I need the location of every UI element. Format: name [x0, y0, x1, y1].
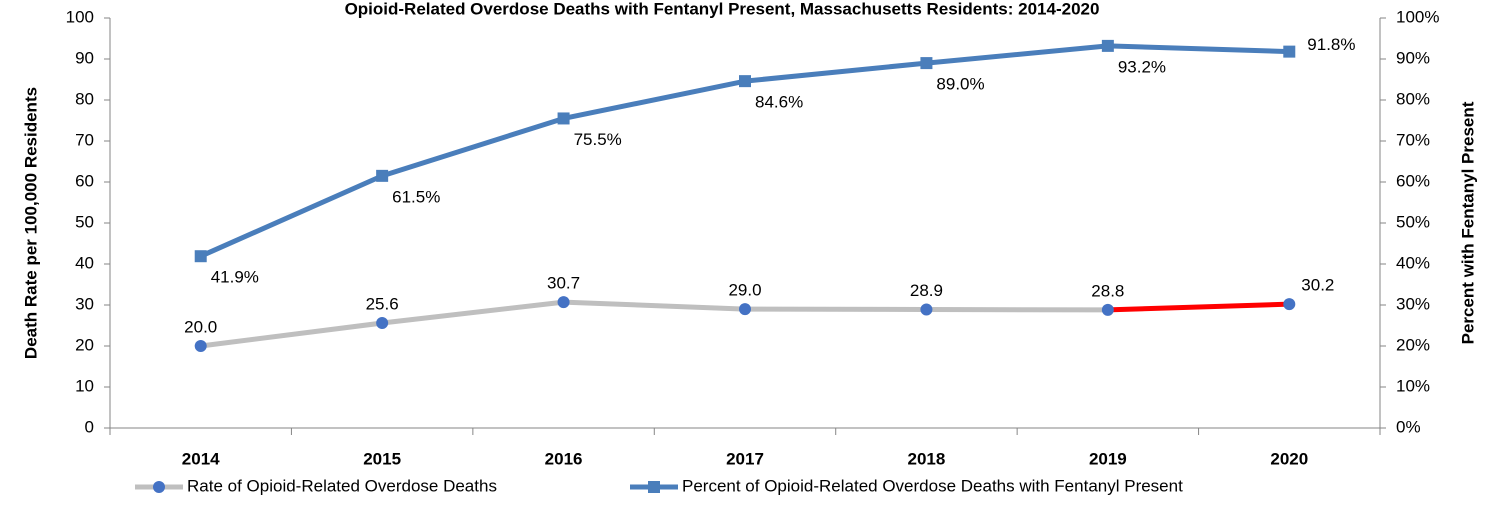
x-tick-label: 2020	[1270, 449, 1308, 468]
y-tick-label: 40	[75, 253, 94, 272]
data-label: 75.5%	[574, 130, 622, 149]
y-tick-label: 60	[75, 171, 94, 190]
point	[1101, 303, 1114, 316]
x-tick-label: 2019	[1089, 449, 1127, 468]
y2-tick-label: 20%	[1396, 335, 1430, 354]
x-tick-label: 2018	[908, 449, 946, 468]
y-tick-label: 100	[66, 7, 94, 26]
x-tick-label: 2017	[726, 449, 764, 468]
y-tick-label: 0	[85, 417, 94, 436]
y-tick-label: 90	[75, 48, 94, 67]
data-label: 28.9	[910, 281, 943, 300]
y-tick-label: 10	[75, 376, 94, 395]
y2-tick-label: 0%	[1396, 417, 1421, 436]
y2-tick-label: 100%	[1396, 7, 1439, 26]
legend-marker	[648, 481, 660, 493]
data-label: 89.0%	[936, 75, 984, 94]
data-label: 61.5%	[392, 187, 440, 206]
chart-title: Opioid-Related Overdose Deaths with Fent…	[345, 0, 1100, 18]
y2-tick-label: 30%	[1396, 294, 1430, 313]
point	[557, 296, 570, 309]
y2-axis-label: Percent with Fentanyl Present	[1458, 101, 1477, 344]
y2-tick-label: 60%	[1396, 171, 1430, 190]
x-tick-label: 2014	[182, 449, 220, 468]
y-tick-label: 80	[75, 89, 94, 108]
series-line	[200, 299, 1108, 349]
y2-tick-label: 10%	[1396, 376, 1430, 395]
data-label: 25.6	[366, 295, 399, 314]
legend-label: Percent of Opioid-Related Overdose Death…	[682, 476, 1183, 495]
legend-label: Rate of Opioid-Related Overdose Deaths	[187, 476, 497, 495]
point	[557, 112, 570, 125]
x-tick-label: 2016	[545, 449, 583, 468]
x-tick-label: 2015	[363, 449, 401, 468]
y-tick-label: 20	[75, 335, 94, 354]
point	[920, 303, 933, 316]
data-label: 91.8%	[1307, 35, 1355, 54]
point	[194, 340, 207, 352]
point	[920, 57, 933, 70]
y-tick-label: 70	[75, 130, 94, 149]
legend-marker	[153, 481, 165, 493]
y2-tick-label: 50%	[1396, 212, 1430, 231]
data-label: 20.0	[184, 317, 217, 336]
y2-tick-label: 80%	[1396, 89, 1430, 108]
point	[1101, 39, 1114, 52]
data-label: 30.7	[547, 274, 580, 293]
y2-tick-label: 70%	[1396, 130, 1430, 149]
point	[194, 250, 207, 263]
data-label: 84.6%	[755, 93, 803, 112]
point	[376, 317, 389, 330]
data-label: 93.2%	[1118, 57, 1166, 76]
data-label: 30.2	[1301, 276, 1334, 295]
data-label: 29.0	[728, 281, 761, 300]
point	[1283, 45, 1296, 58]
data-label: 41.9%	[211, 268, 259, 287]
point	[1283, 298, 1296, 311]
y2-tick-label: 90%	[1396, 48, 1430, 67]
data-label: 28.8	[1091, 281, 1124, 300]
y2-tick-label: 40%	[1396, 253, 1430, 272]
highlight-segment	[1107, 301, 1290, 313]
y-tick-label: 30	[75, 294, 94, 313]
point	[739, 303, 751, 316]
y-axis-label: Death Rate per 100,000 Residents	[21, 87, 40, 359]
point	[376, 169, 389, 182]
point	[739, 75, 751, 88]
y-tick-label: 50	[75, 212, 94, 231]
